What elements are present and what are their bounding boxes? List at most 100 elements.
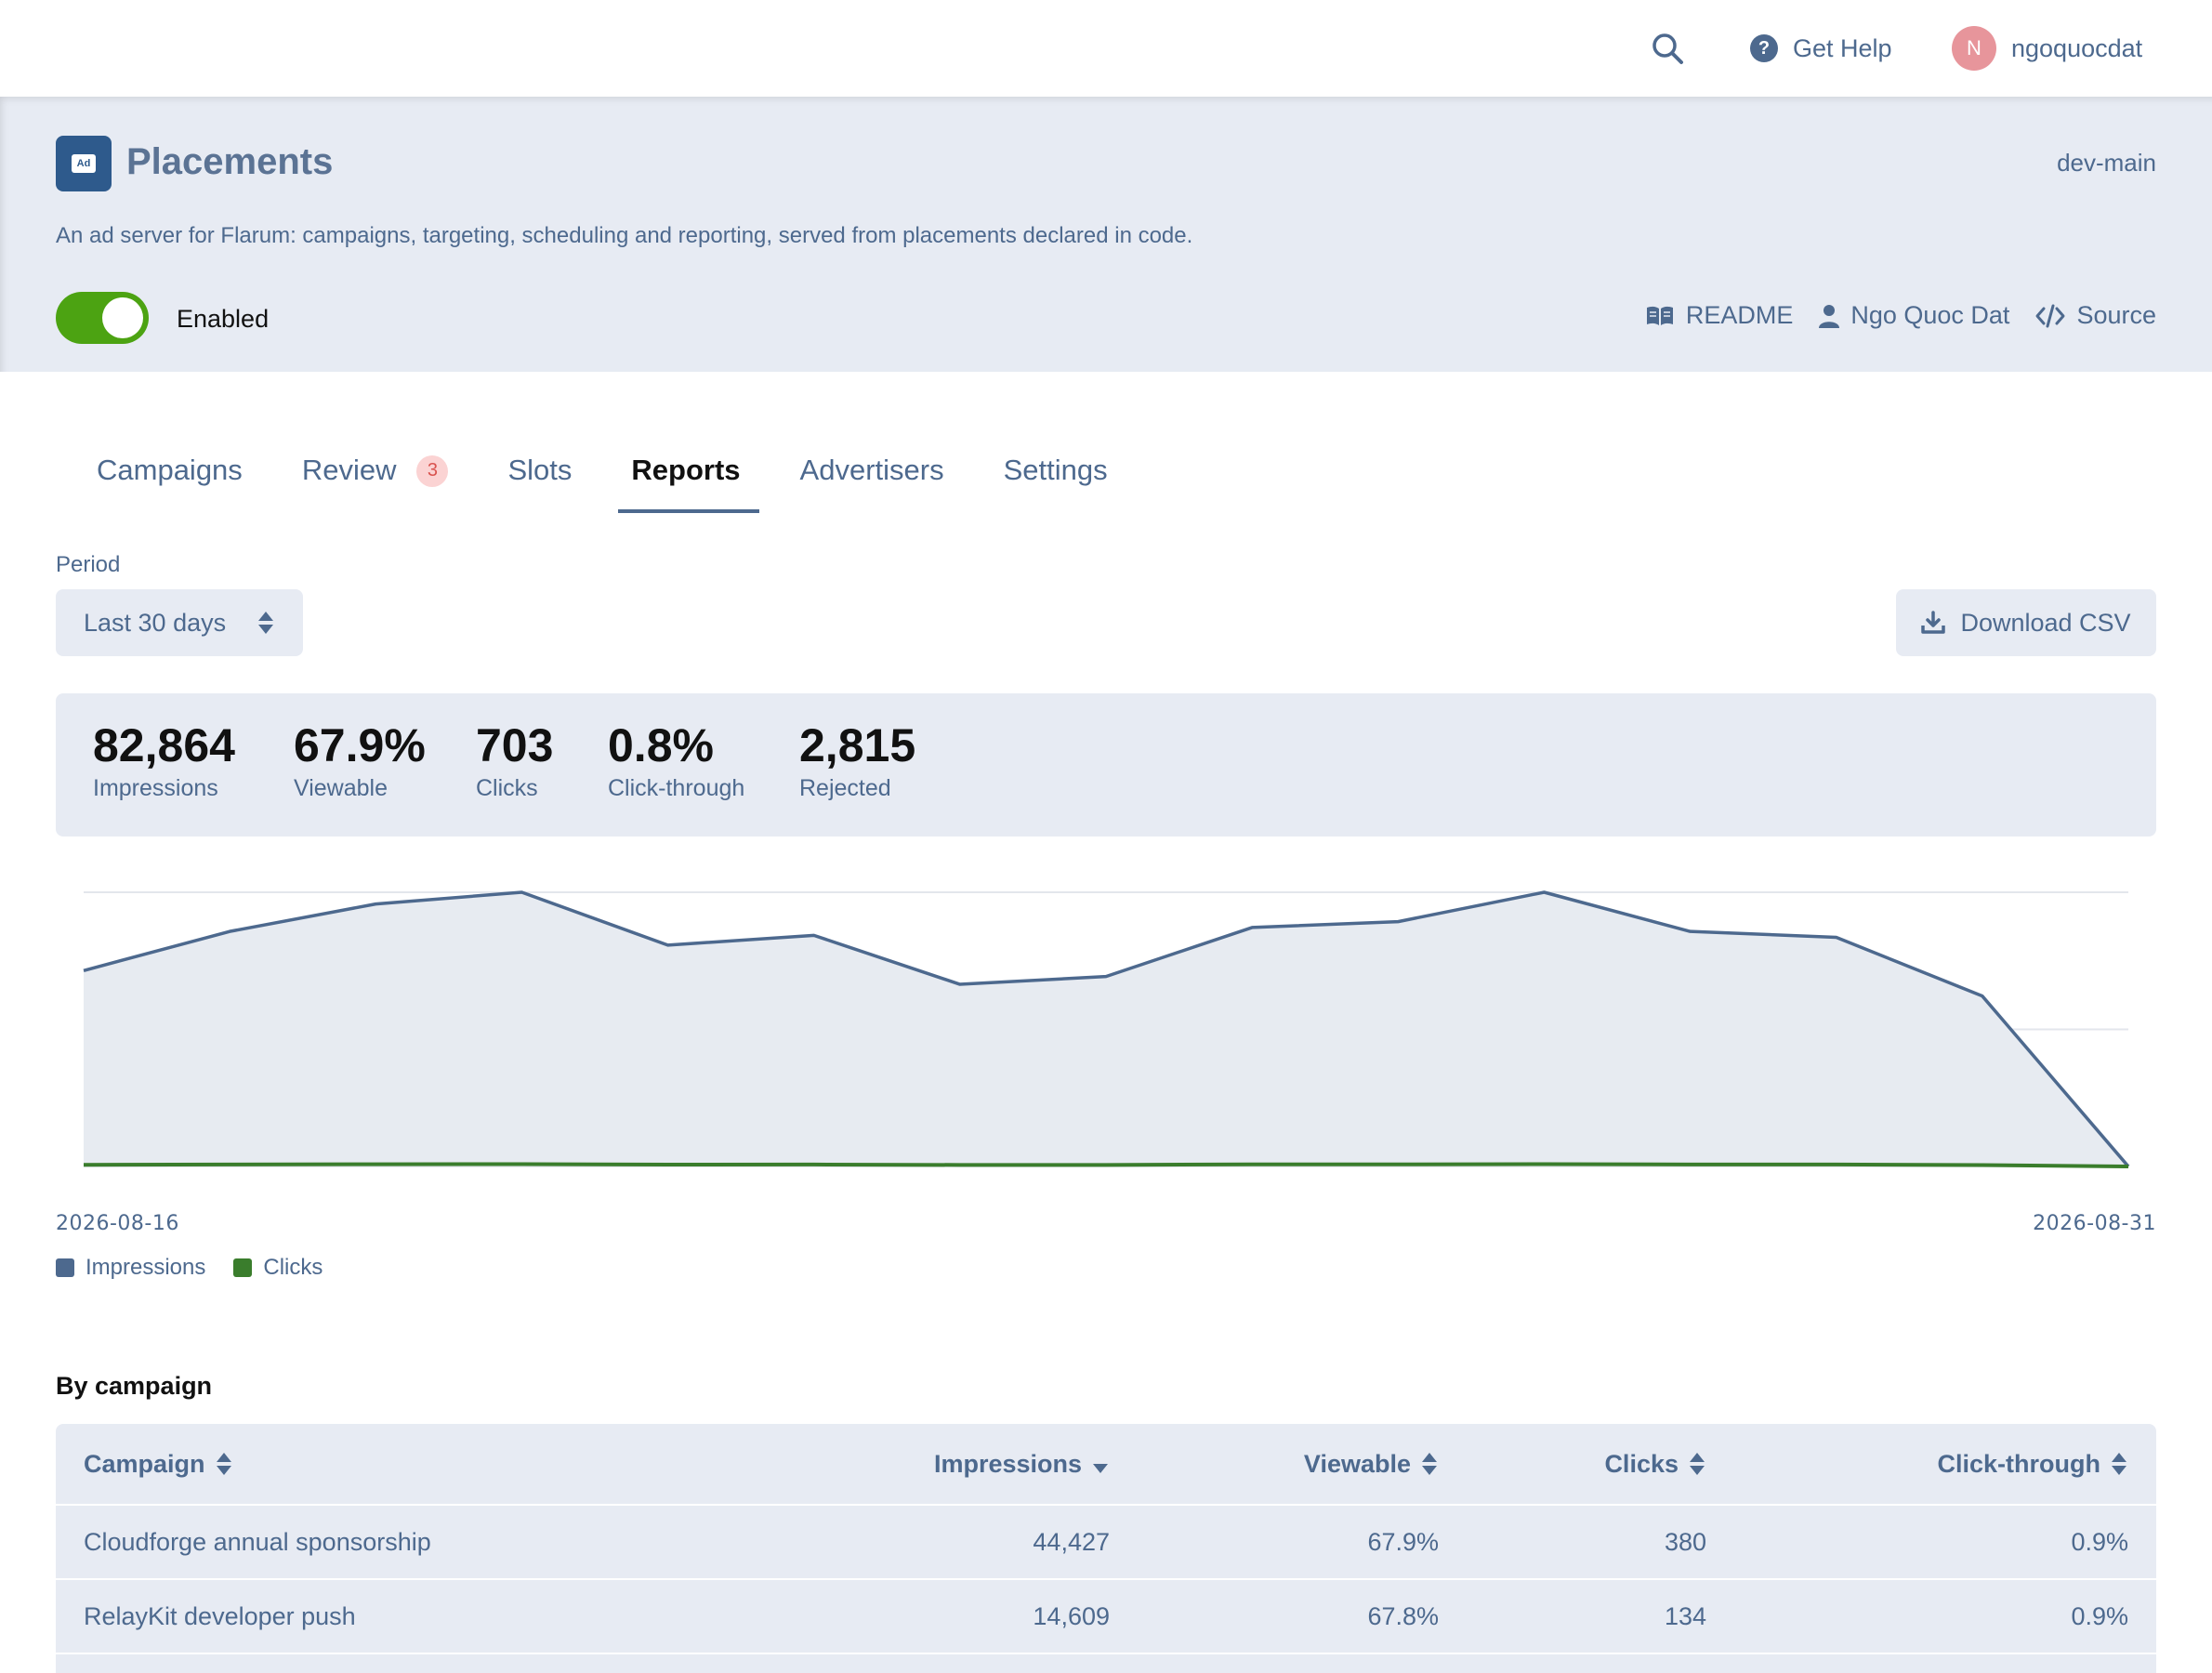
sort-caret-icon [258,612,273,634]
table-header: Campaign Impressions Viewable Clicks Cli… [56,1424,2156,1506]
tab-label: Settings [1003,454,1108,486]
period-select[interactable]: Last 30 days [56,589,303,656]
sort-desc-icon [1093,1464,1108,1473]
extension-header: Ad Placements dev-main An ad server for … [0,97,2212,372]
extension-title: Placements [126,141,334,182]
column-header-clicks[interactable]: Clicks [1604,1424,1706,1504]
cell-campaign: Cloudforge annual sponsorship [84,1527,431,1556]
download-icon [1921,611,1946,634]
cell-click-through: 0.9% [2071,1601,2128,1630]
table-row[interactable]: RelayKit developer push 14,609 67.8% 134… [56,1580,2156,1654]
cell-viewable: 67.9% [1367,1527,1439,1556]
period-label: Period [56,552,121,577]
tab-advertisers[interactable]: Advertisers [759,446,963,513]
series-line-clicks [83,1162,2129,1168]
tab-settings[interactable]: Settings [963,446,1126,513]
tab-bar: Campaigns Review 3 Slots Reports Advertis… [56,446,1126,513]
toggle-knob [102,297,143,338]
stat-click-through: 0.8% Click-through [608,721,744,802]
legend-label: Impressions [86,1255,206,1280]
column-header-impressions[interactable]: Impressions [934,1424,1110,1504]
tab-reports[interactable]: Reports [590,446,759,513]
legend-swatch [233,1258,253,1277]
column-label: Click-through [1937,1449,2101,1478]
cell-impressions: 44,427 [1033,1527,1110,1556]
user-menu[interactable]: N ngoquocdat [1952,26,2142,71]
extension-description: An ad server for Flarum: campaigns, targ… [56,223,1193,248]
top-bar: ? Get Help N ngoquocdat [0,0,2212,97]
search-icon[interactable] [1651,32,1684,65]
get-help-link[interactable]: ? Get Help [1750,32,1892,65]
stat-value: 0.8% [608,719,714,771]
cell-click-through: 0.9% [2071,1527,2128,1556]
sort-icon [1422,1453,1437,1475]
campaign-table: Campaign Impressions Viewable Clicks Cli… [56,1424,2156,1673]
source-link[interactable]: Source [2035,301,2156,330]
stat-impressions: 82,864 Impressions [93,721,235,802]
stat-label: Click-through [608,775,745,801]
source-label: Source [2076,301,2156,329]
impressions-chart [56,864,2156,1171]
stat-label: Rejected [799,775,891,801]
review-count-badge: 3 [416,454,449,487]
username: ngoquocdat [2011,33,2143,62]
stat-viewable: 67.9% Viewable [294,721,426,802]
chart-legend: Impressions Clicks [56,1255,323,1281]
column-label: Impressions [933,1449,1082,1478]
cell-campaign: RelayKit developer push [84,1601,356,1630]
extension-links: README Ngo Quoc Dat Source [1645,301,2156,330]
series-line-impressions [83,890,2130,1168]
cell-impressions: 14,609 [1033,1601,1110,1630]
sort-icon [216,1453,231,1475]
tab-review[interactable]: Review 3 [261,446,467,513]
get-help-label: Get Help [1793,33,1892,62]
legend-item-impressions: Impressions [56,1255,205,1281]
sort-icon [1690,1453,1705,1475]
code-icon [2035,304,2065,327]
author-label: Ngo Quoc Dat [1850,301,2010,329]
stat-value: 82,864 [93,719,235,771]
author-link[interactable]: Ngo Quoc Dat [1819,301,2009,330]
column-label: Campaign [84,1449,205,1478]
section-title: By campaign [56,1372,213,1400]
legend-label: Clicks [263,1255,323,1280]
legend-item-clicks: Clicks [233,1255,323,1281]
column-label: Viewable [1303,1449,1411,1478]
stat-clicks: 703 Clicks [476,721,553,802]
table-row-partial [56,1654,2156,1673]
download-csv-label: Download CSV [1960,608,2131,637]
tab-label: Reports [631,454,741,486]
ad-icon: Ad [72,154,96,173]
enabled-toggle[interactable] [56,292,149,344]
stat-label: Clicks [476,775,538,801]
stat-value: 67.9% [294,719,426,771]
chart-svg [83,890,2130,1168]
column-header-click-through[interactable]: Click-through [1938,1424,2129,1504]
readme-link[interactable]: README [1645,301,1794,330]
table-row[interactable]: Cloudforge annual sponsorship 44,427 67.… [56,1506,2156,1580]
cell-clicks: 380 [1664,1527,1706,1556]
extension-icon: Ad [56,136,112,191]
book-icon [1646,306,1673,325]
stats-summary: 82,864 Impressions 67.9% Viewable 703 Click… [56,693,2156,836]
column-label: Clicks [1604,1449,1679,1478]
cell-viewable: 67.8% [1367,1601,1439,1630]
stat-label: Impressions [93,775,218,801]
tab-label: Slots [507,454,573,486]
download-csv-button[interactable]: Download CSV [1896,589,2156,656]
tab-label: Review [301,454,397,486]
readme-label: README [1685,301,1794,329]
tab-label: Advertisers [799,454,944,486]
tab-label: Campaigns [97,454,243,486]
help-icon: ? [1750,34,1778,62]
avatar: N [1952,26,1996,71]
cell-clicks: 134 [1664,1601,1706,1630]
stat-rejected: 2,815 Rejected [799,721,915,802]
column-header-campaign[interactable]: Campaign [84,1424,233,1504]
stat-label: Viewable [294,775,388,801]
tab-slots[interactable]: Slots [467,446,590,513]
extension-version: dev-main [2057,149,2156,177]
sort-icon [2112,1453,2126,1475]
tab-campaigns[interactable]: Campaigns [56,446,261,513]
column-header-viewable[interactable]: Viewable [1304,1424,1439,1504]
